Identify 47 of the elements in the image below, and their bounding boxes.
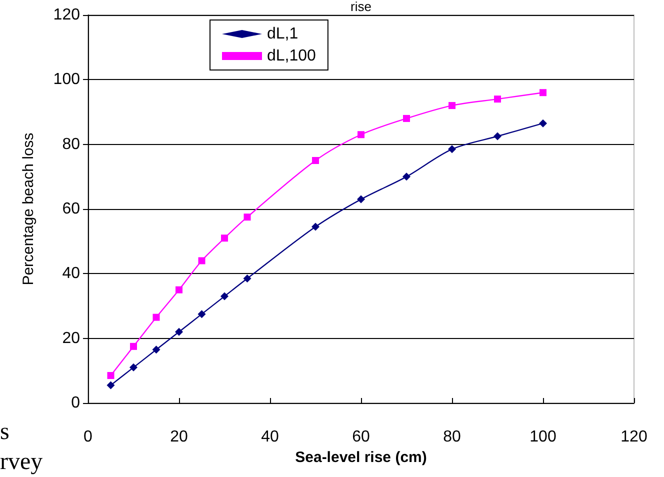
point [539, 119, 547, 128]
x-axis-title: Sea-level rise (cm) [295, 448, 427, 466]
y-tick-label: 100 [53, 71, 80, 88]
point [243, 274, 252, 283]
point [175, 328, 183, 336]
y-tick-label: 120 [53, 6, 80, 24]
point [130, 363, 138, 372]
point [448, 145, 456, 154]
y-tick-label: 0 [71, 394, 80, 412]
point [312, 157, 319, 164]
x-tick-label: 60 [352, 428, 370, 446]
point [244, 214, 251, 221]
x-tick-label: 0 [84, 428, 93, 446]
point [107, 372, 114, 380]
point [494, 132, 502, 140]
x-tick-label: 40 [261, 428, 279, 446]
point [198, 310, 206, 318]
legend-label: dL,1 [267, 26, 298, 42]
point [312, 222, 320, 231]
x-tick-label: 20 [170, 428, 188, 446]
point [540, 89, 546, 96]
chart-title: rise [350, 0, 372, 14]
point [152, 314, 160, 321]
point [220, 292, 228, 300]
point [448, 102, 456, 110]
x-tick-label: 100 [530, 428, 556, 446]
point [152, 346, 160, 354]
x-tick-label: 80 [443, 428, 461, 446]
y-tick-label: 80 [62, 136, 80, 153]
y-tick-label: 60 [62, 200, 80, 218]
point [494, 96, 501, 103]
legend-label: dL,100 [267, 48, 316, 64]
point [176, 286, 182, 294]
y-tick-label: 40 [62, 265, 80, 282]
x-tick-label: 120 [620, 428, 648, 446]
point [198, 257, 206, 264]
point [402, 172, 410, 181]
text: s [0, 419, 10, 445]
point [130, 342, 137, 350]
point [221, 234, 228, 242]
point [358, 131, 364, 138]
y-tick-label: 20 [62, 330, 80, 347]
point [403, 114, 410, 122]
point [357, 195, 365, 204]
point [106, 381, 115, 390]
y-axis-title: Percentage beach loss [20, 132, 37, 286]
text: rvey [0, 449, 43, 475]
